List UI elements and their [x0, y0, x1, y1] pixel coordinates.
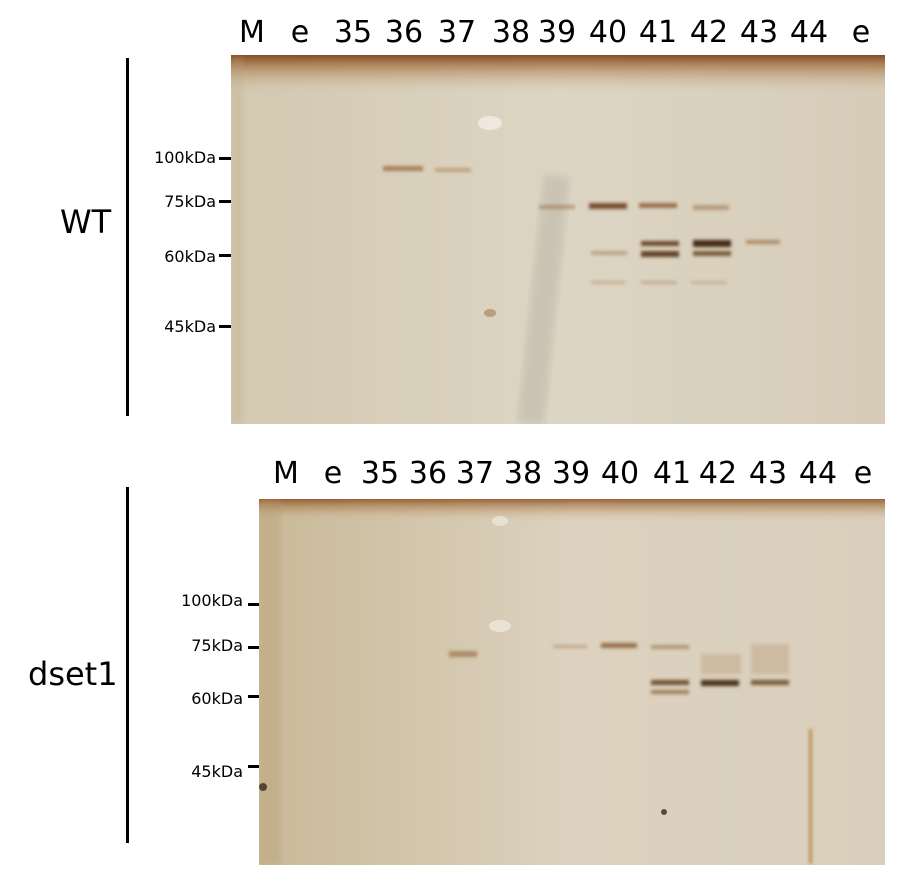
lane-label: 44 — [798, 456, 838, 491]
marker-tick — [248, 765, 268, 768]
lane-label: 40 — [588, 15, 628, 50]
lane-label: 43 — [748, 456, 788, 491]
marker-tick — [219, 157, 239, 160]
sample-bracket — [126, 487, 129, 843]
lane-label: e — [851, 15, 871, 50]
gel-image-dset1 — [259, 499, 885, 865]
marker-label-60: 60kDa — [164, 247, 216, 266]
marker-label-45: 45kDa — [191, 762, 243, 781]
gel-image-wt — [231, 55, 885, 424]
sample-label-wt: WT — [60, 203, 112, 241]
lane-label: e — [323, 456, 343, 491]
wt-panel: WT M e 35 36 37 38 39 40 41 42 43 44 e 1… — [0, 0, 909, 430]
lane-label: 42 — [698, 456, 738, 491]
lane-label: 41 — [638, 15, 678, 50]
lane-label: 36 — [384, 15, 424, 50]
lane-label: 39 — [551, 456, 591, 491]
lane-label: e — [290, 15, 310, 50]
marker-label-100: 100kDa — [181, 591, 243, 610]
dset1-panel: dset1 M e 35 36 37 38 39 40 41 42 43 44 … — [0, 445, 909, 886]
marker-tick — [248, 646, 268, 649]
lane-label: 37 — [455, 456, 495, 491]
lane-label: 42 — [689, 15, 729, 50]
marker-label-45: 45kDa — [164, 317, 216, 336]
marker-tick — [219, 254, 239, 257]
lane-label: 36 — [408, 456, 448, 491]
lane-label: 38 — [503, 456, 543, 491]
lane-label: 41 — [652, 456, 692, 491]
lane-label: M — [273, 456, 299, 491]
sample-label-dset1: dset1 — [28, 655, 118, 693]
marker-label-100: 100kDa — [154, 148, 216, 167]
marker-label-60: 60kDa — [191, 689, 243, 708]
lane-label: 35 — [360, 456, 400, 491]
sample-bracket — [126, 58, 129, 416]
lane-label: 39 — [537, 15, 577, 50]
marker-tick — [219, 200, 239, 203]
lane-label: M — [239, 15, 265, 50]
lane-label: 40 — [600, 456, 640, 491]
lane-label: e — [853, 456, 873, 491]
lane-label: 44 — [789, 15, 829, 50]
lane-label: 43 — [739, 15, 779, 50]
marker-tick — [248, 695, 268, 698]
lane-label: 38 — [491, 15, 531, 50]
marker-label-75: 75kDa — [164, 192, 216, 211]
marker-tick — [219, 325, 239, 328]
lane-label: 35 — [333, 15, 373, 50]
lane-label: 37 — [437, 15, 477, 50]
marker-label-75: 75kDa — [191, 636, 243, 655]
marker-tick — [248, 603, 268, 606]
